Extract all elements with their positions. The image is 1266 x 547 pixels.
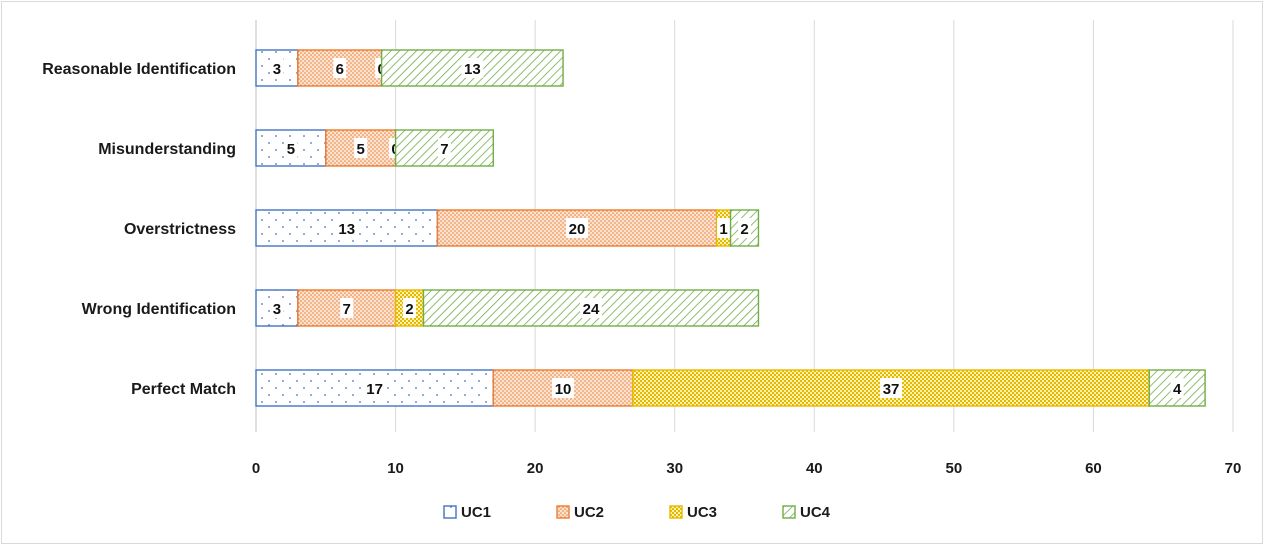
x-tick-label: 60 (1085, 460, 1102, 477)
data-label: 6 (336, 61, 344, 78)
data-label-bg (717, 218, 731, 238)
data-label: 37 (883, 381, 900, 398)
legend-label: UC3 (687, 504, 717, 521)
data-label-bg (566, 218, 589, 238)
category-label: Reasonable Identification (42, 61, 236, 78)
data-label: 5 (287, 141, 295, 158)
data-label: 1 (719, 221, 727, 238)
data-label-bg (1170, 378, 1184, 398)
data-label-bg (335, 218, 358, 238)
data-label-bg (354, 138, 368, 158)
data-label-bg (270, 58, 284, 78)
x-tick-label: 30 (666, 460, 683, 477)
x-tick-label: 20 (527, 460, 544, 477)
data-label-bg (363, 378, 386, 398)
gridlines (255, 20, 1234, 432)
legend-swatch-uc4 (782, 505, 796, 519)
data-label: 3 (273, 61, 281, 78)
data-label-bg (284, 138, 298, 158)
x-tick-label: 10 (387, 460, 404, 477)
data-label: 17 (366, 381, 383, 398)
data-label: 7 (343, 301, 351, 318)
legend-label: UC2 (574, 504, 604, 521)
legend-swatch-uc3 (669, 505, 683, 519)
data-label-bg (340, 298, 354, 318)
data-label-bg (552, 378, 575, 398)
data-label-bg (270, 298, 284, 318)
category-label: Perfect Match (131, 381, 236, 398)
data-label: 10 (555, 381, 572, 398)
data-label-bg (461, 58, 484, 78)
category-labels: Reasonable Identification Misunderstandin… (42, 61, 236, 398)
x-tick-label: 70 (1225, 460, 1242, 477)
x-tick-label: 0 (252, 460, 260, 477)
data-label-bg (437, 138, 451, 158)
data-label: 4 (1173, 381, 1182, 398)
data-label-bg (738, 218, 751, 238)
data-label: 13 (338, 221, 355, 238)
data-label: 5 (357, 141, 365, 158)
legend-swatch-uc1 (443, 505, 457, 519)
data-label: 2 (740, 221, 748, 238)
legend-label: UC1 (461, 504, 491, 521)
legend: UC1 UC2 UC3 UC4 (443, 504, 831, 521)
legend-swatch-uc2 (556, 505, 570, 519)
bar-segment-uc4 (380, 49, 564, 87)
data-label: 3 (273, 301, 281, 318)
x-tick-label: 40 (806, 460, 823, 477)
category-label: Overstrictness (124, 221, 236, 238)
data-label: 2 (405, 301, 413, 318)
data-label: 13 (464, 61, 481, 78)
data-label-bg (880, 378, 903, 398)
category-label: Wrong Identification (82, 301, 236, 318)
data-label: 20 (569, 221, 586, 238)
data-label-bg (403, 298, 417, 318)
category-label: Misunderstanding (98, 141, 236, 158)
data-label-bg (579, 298, 602, 318)
x-axis-ticks: 0 10 20 30 40 50 60 70 (252, 460, 1242, 477)
bars: 360135507132012372241710374 (255, 49, 1206, 407)
data-label-bg (333, 58, 347, 78)
x-tick-label: 50 (946, 460, 963, 477)
legend-label: UC4 (800, 504, 831, 521)
data-label: 24 (583, 301, 600, 318)
bar-segment-uc4 (729, 209, 760, 247)
data-label: 7 (440, 141, 448, 158)
